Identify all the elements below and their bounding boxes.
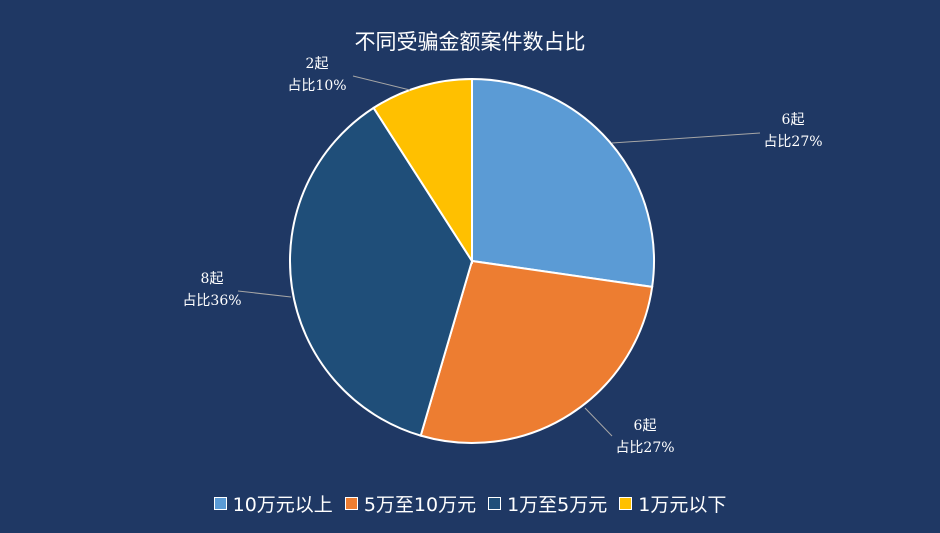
legend-item-2: 5万至10万元	[344, 490, 477, 517]
legend-item-3: 1万至5万元	[488, 490, 607, 517]
data-label-share-4: 占比10%	[287, 78, 346, 94]
legend-label-4: 1万元以下	[638, 494, 727, 516]
data-label-share-1: 占比27%	[763, 134, 822, 150]
pie-slice-1	[471, 77, 655, 289]
data-label-count-3: 8起	[201, 271, 224, 287]
leader-line-3	[237, 290, 292, 298]
data-label-count-4: 2起	[306, 56, 329, 72]
legend-swatch-3	[488, 497, 502, 510]
data-label-share-3: 占比36%	[182, 293, 241, 309]
legend-item-4: 1万元以下	[619, 490, 726, 517]
pie-slice-2	[419, 259, 654, 444]
legend-label-2: 5万至10万元	[363, 494, 477, 516]
legend-swatch-2	[344, 497, 358, 510]
chart-title: 不同受骗金额案件数占比	[354, 30, 586, 54]
legend-label-3: 1万至5万元	[507, 494, 608, 516]
data-label-share-2: 占比27%	[615, 440, 674, 456]
data-label-count-1: 6起	[782, 112, 805, 128]
data-label-count-2: 6起	[634, 418, 657, 434]
legend-swatch-1	[213, 497, 227, 510]
legend-swatch-4	[619, 497, 633, 510]
leader-line-1	[611, 132, 761, 144]
pie-slice-3	[289, 106, 474, 437]
leader-line-2	[584, 407, 613, 437]
legend-label-1: 10万元以上	[232, 494, 333, 516]
legend: 10万元以上 5万至10万元 1万至5万元 1万元以下	[0, 490, 940, 517]
pie-slice-4	[372, 77, 473, 265]
legend-item-1: 10万元以上	[213, 490, 333, 517]
leader-line-4	[352, 75, 411, 91]
